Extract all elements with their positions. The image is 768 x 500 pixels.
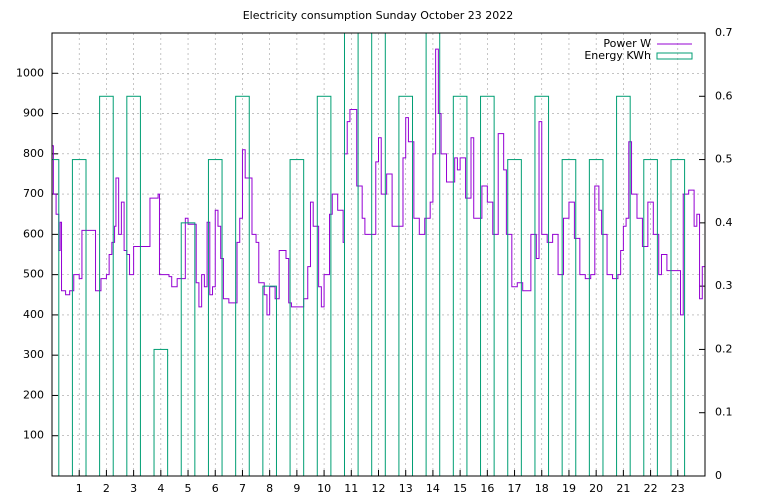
- y2-tick-label: 0.1: [715, 406, 733, 419]
- x-tick-label: 18: [535, 482, 549, 495]
- y-tick-label: 400: [23, 308, 44, 321]
- energy-box: [371, 33, 386, 476]
- legend-swatch: [656, 52, 693, 60]
- energy-box: [180, 222, 196, 476]
- energy-box: [262, 285, 277, 476]
- y-tick-label: 300: [23, 348, 44, 361]
- x-tick-label: 11: [344, 482, 358, 495]
- y2-tick-label: 0: [715, 469, 722, 482]
- x-tick-label: 2: [103, 482, 110, 495]
- x-tick-label: 10: [317, 482, 331, 495]
- x-tick-label: 13: [399, 482, 413, 495]
- energy-box: [235, 95, 250, 476]
- x-tick-label: 5: [185, 482, 192, 495]
- x-tick-label: 1: [76, 482, 83, 495]
- energy-box: [99, 95, 114, 476]
- y-tick-label: 600: [23, 227, 44, 240]
- power-line: [52, 48, 705, 316]
- y2-tick-label: 0.2: [715, 342, 733, 355]
- chart-title: Electricity consumption Sunday October 2…: [243, 9, 514, 22]
- y-tick-label: 100: [23, 429, 44, 442]
- x-tick-label: 4: [157, 482, 164, 495]
- x-tick-label: 3: [130, 482, 137, 495]
- y2-tick-label: 0.5: [715, 153, 733, 166]
- x-tick-label: 23: [671, 482, 685, 495]
- x-tick-label: 22: [644, 482, 658, 495]
- y-tick-label: 900: [23, 107, 44, 120]
- x-tick-label: 9: [293, 482, 300, 495]
- energy-box: [316, 95, 332, 476]
- x-tick-label: 7: [239, 482, 246, 495]
- legend-label: Power W: [603, 37, 651, 50]
- y2-tick-label: 0.7: [715, 26, 733, 39]
- y-tick-label: 1000: [16, 66, 44, 79]
- plot-area: [52, 33, 705, 476]
- x-tick-label: 8: [266, 482, 273, 495]
- x-tick-label: 6: [212, 482, 219, 495]
- x-tick-label: 20: [589, 482, 603, 495]
- y2-tick-label: 0.3: [715, 279, 733, 292]
- energy-box: [616, 95, 631, 476]
- x-tick-label: 14: [426, 482, 440, 495]
- legend-label: Energy KWh: [584, 49, 651, 62]
- x-tick-label: 12: [372, 482, 386, 495]
- energy-box: [452, 95, 468, 476]
- x-tick-label: 17: [508, 482, 522, 495]
- y-tick-label: 200: [23, 388, 44, 401]
- y2-tick-label: 0.6: [715, 89, 733, 102]
- y2-tick-label: 0.4: [715, 216, 733, 229]
- energy-box: [480, 95, 495, 476]
- x-tick-label: 19: [562, 482, 576, 495]
- energy-box: [126, 95, 141, 476]
- y-tick-label: 500: [23, 268, 44, 281]
- x-tick-label: 16: [480, 482, 494, 495]
- plot-frame: [51, 32, 706, 477]
- y-tick-label: 800: [23, 147, 44, 160]
- energy-box: [534, 95, 550, 476]
- energy-box: [425, 33, 441, 476]
- energy-box: [343, 33, 359, 476]
- y-tick-label: 700: [23, 187, 44, 200]
- x-tick-label: 21: [616, 482, 630, 495]
- energy-box: [398, 95, 414, 476]
- x-tick-label: 15: [453, 482, 467, 495]
